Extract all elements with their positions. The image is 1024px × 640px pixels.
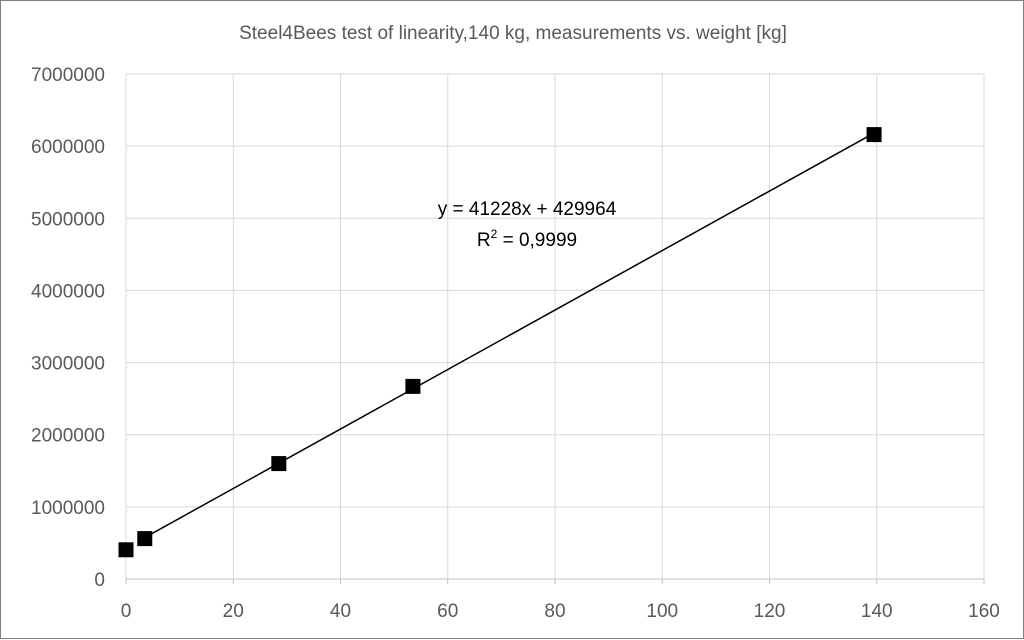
data-point: [137, 531, 153, 547]
x-tick-label: 140: [861, 601, 893, 622]
y-tick-label: 5000000: [31, 209, 105, 230]
r-squared-exponent: 2: [491, 227, 498, 241]
r-squared-label: R2 = 0,9999: [477, 227, 577, 251]
trendline-equation: y = 41228x + 429964: [438, 199, 617, 220]
y-tick-label: 6000000: [31, 137, 105, 158]
x-tick-label: 120: [754, 601, 786, 622]
trendline-group: [144, 132, 875, 539]
x-tick-label: 0: [121, 601, 132, 622]
x-tick-label: 80: [544, 601, 565, 622]
y-tick-label: 2000000: [31, 426, 105, 447]
trendline: [144, 132, 875, 539]
y-tick-label: 4000000: [31, 281, 105, 302]
data-point: [405, 378, 421, 394]
r-squared-prefix: R: [477, 230, 491, 251]
y-tick-label: 1000000: [31, 498, 105, 519]
y-tick-label: 3000000: [31, 354, 105, 375]
data-points: [118, 127, 882, 558]
y-tick-label: 0: [94, 570, 105, 591]
chart-title: Steel4Bees test of linearity,140 kg, mea…: [239, 23, 787, 44]
x-axis-ticks: 0 20 40 60 80 100 120 140 160: [121, 601, 1000, 622]
data-point: [271, 456, 287, 472]
y-axis-ticks: 0 1000000 2000000 3000000 4000000 5000000 6000…: [31, 65, 105, 591]
y-tick-label: 7000000: [31, 65, 105, 86]
r-squared-value: = 0,9999: [497, 230, 577, 251]
x-tick-label: 40: [330, 601, 351, 622]
x-tick-label: 100: [646, 601, 678, 622]
x-tick-label: 60: [437, 601, 458, 622]
data-point: [118, 542, 134, 558]
gridlines: [125, 73, 985, 584]
data-point: [866, 127, 882, 143]
x-tick-label: 160: [968, 601, 1000, 622]
x-tick-label: 20: [223, 601, 244, 622]
